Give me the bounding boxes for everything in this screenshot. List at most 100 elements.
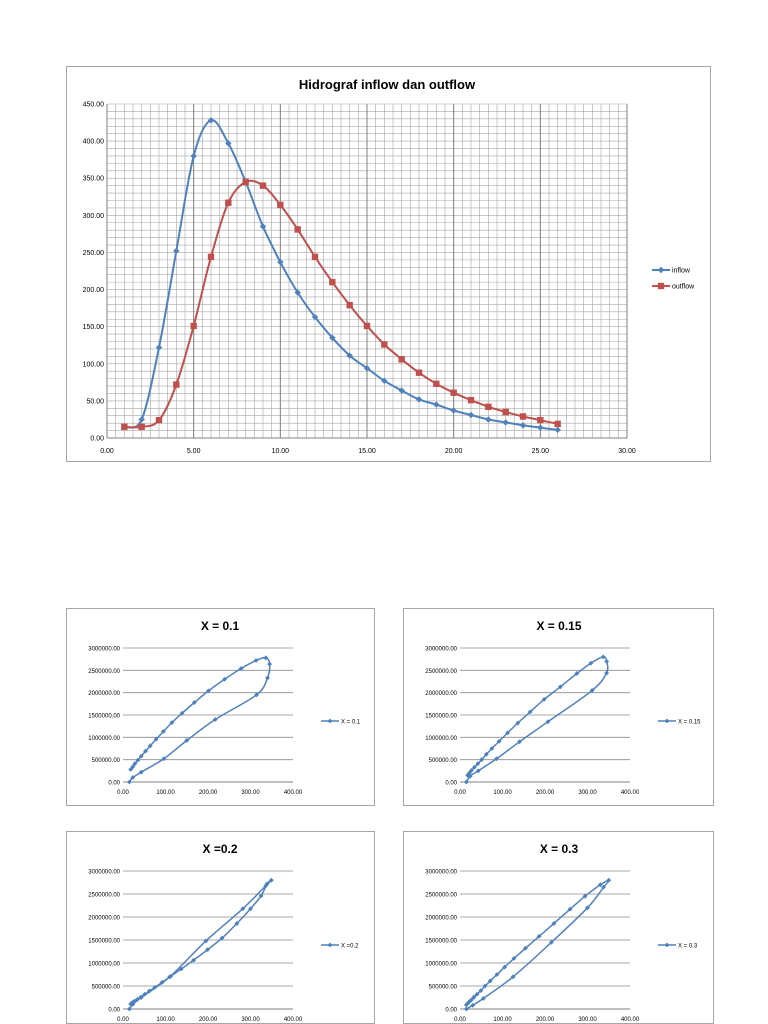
x-tick-label: 400.00	[621, 790, 640, 796]
data-point-21	[485, 416, 492, 423]
y-tick-label: 50.00	[86, 398, 104, 405]
grid	[460, 647, 630, 783]
y-tick-label: 2500000.00	[425, 669, 457, 675]
data-point-4	[184, 738, 190, 743]
series-line	[465, 656, 609, 783]
data-point-8	[259, 223, 267, 230]
y-tick-label: 1000000.00	[88, 736, 120, 742]
chart-title: X = 0.3	[540, 842, 579, 856]
data-point-24	[466, 770, 472, 776]
y-tick-label: 0.00	[90, 436, 104, 443]
data-point-22	[469, 997, 474, 1003]
data-point-2	[138, 769, 144, 775]
y-tick-label: 1000000.00	[425, 962, 457, 968]
y-tick-label: 2000000.00	[425, 916, 457, 922]
data-point-16	[398, 387, 405, 394]
y-tick-label: 3000000.00	[88, 870, 120, 876]
x-tick-label: 0.00	[454, 790, 466, 796]
chart-title: X =0.2	[202, 842, 237, 856]
data-point-15	[515, 720, 521, 726]
data-point-25	[463, 1002, 469, 1008]
data-point-9	[600, 654, 606, 660]
data-point-19	[450, 407, 457, 414]
data-point-9	[263, 655, 269, 661]
y-tick-label: 2500000.00	[88, 669, 120, 675]
data-point-22	[135, 996, 140, 1002]
y-tick-label: 150.00	[83, 324, 105, 331]
data-point-14	[363, 322, 371, 330]
y-tick-label: 500000.00	[429, 758, 458, 764]
x-tick-label: 300.00	[578, 790, 597, 796]
y-tick-label: 450.00	[83, 102, 105, 109]
data-point-6	[601, 884, 607, 890]
series-outflow	[121, 178, 561, 431]
data-point-4	[517, 739, 522, 745]
data-point-16	[168, 973, 173, 979]
data-point-4	[190, 152, 197, 160]
data-point-2	[155, 344, 163, 351]
series-x-0-15	[463, 654, 610, 785]
data-point-12	[222, 676, 227, 682]
x-tick-label: 300.00	[578, 1017, 597, 1023]
data-point-11	[311, 313, 319, 321]
series-inflow	[121, 117, 561, 434]
y-tick-label: 3000000.00	[425, 870, 457, 876]
x-tick-label: 100.00	[493, 790, 512, 796]
legend-label: outflow	[672, 284, 695, 291]
data-point-3	[510, 974, 516, 980]
data-point-0	[463, 1006, 469, 1012]
series-x-0-3	[463, 877, 612, 1012]
data-point-24	[465, 1001, 471, 1006]
data-point-13	[346, 301, 353, 309]
data-point-18	[152, 984, 158, 990]
data-point-20	[142, 991, 148, 997]
data-point-15	[178, 966, 184, 972]
data-point-legend	[327, 718, 333, 724]
data-point-21	[475, 761, 481, 767]
y-tick-label: 2000000.00	[425, 691, 457, 697]
grid	[460, 870, 630, 1010]
data-point-0	[126, 1006, 132, 1012]
data-point-7	[606, 877, 612, 883]
data-point-25	[128, 1001, 134, 1007]
data-point-5	[212, 717, 218, 722]
data-point-13	[523, 945, 528, 951]
data-point-15	[179, 710, 185, 716]
data-point-11	[574, 671, 580, 676]
data-point-6	[589, 688, 595, 693]
data-point-17	[160, 729, 166, 734]
data-point-6	[225, 199, 232, 206]
data-point-10	[294, 289, 301, 296]
data-point-13	[206, 688, 211, 694]
data-point-9	[258, 893, 264, 899]
data-point-11	[551, 921, 557, 926]
y-tick-label: 3000000.00	[425, 647, 457, 653]
y-tick-label: 0.00	[108, 781, 120, 787]
y-tick-label: 1000000.00	[88, 962, 120, 968]
y-tick-label: 0.00	[445, 781, 457, 787]
x-tick-label: 10.00	[272, 448, 290, 455]
data-point-4	[548, 939, 554, 945]
x-tick-label: 400.00	[284, 790, 303, 796]
data-point-23	[469, 767, 474, 773]
legend-label: inflow	[672, 268, 691, 275]
series-x-0-2	[126, 877, 274, 1012]
data-point-10	[248, 906, 253, 912]
data-point-20	[474, 991, 480, 997]
x-tick-label: 30.00	[618, 448, 636, 455]
data-point-23	[132, 998, 137, 1004]
data-point-0	[463, 779, 469, 785]
data-point-14	[363, 365, 371, 372]
grid	[123, 870, 293, 1010]
data-point-8	[597, 882, 603, 888]
data-point-7	[265, 675, 270, 681]
grid	[123, 647, 293, 783]
x-tick-label: 0.00	[100, 448, 114, 455]
y-tick-label: 350.00	[83, 176, 105, 183]
data-point-17	[415, 369, 423, 376]
x-0-1-chart: X = 0.1 0.00 500000.00 1000000.00 1500000.00…	[66, 608, 375, 806]
data-point-1	[470, 1002, 476, 1008]
data-point-25	[554, 426, 561, 434]
data-point-2	[155, 416, 163, 424]
x-tick-label: 100.00	[493, 1017, 512, 1023]
